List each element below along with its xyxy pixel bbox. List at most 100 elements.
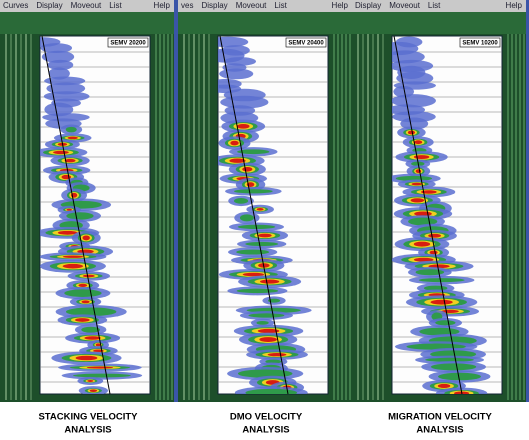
blob-mid: [239, 214, 254, 222]
blob-outer: [218, 36, 249, 48]
blob-core: [64, 158, 76, 163]
blob-core: [86, 366, 114, 369]
blob-core: [95, 343, 101, 347]
menu-item[interactable]: List: [274, 1, 287, 10]
menu-help[interactable]: Help: [332, 1, 349, 10]
analysis-panel: Curves Display Moveout List Help SEMV 20200 ST…: [0, 0, 178, 436]
blob-core: [229, 158, 246, 163]
blob-core: [62, 255, 84, 258]
panel-label: SEMV 10200: [462, 41, 498, 47]
menu-item[interactable]: Display: [355, 1, 381, 10]
blob-outer: [40, 43, 73, 54]
menu-help[interactable]: Help: [506, 1, 523, 10]
blob-mid: [248, 313, 285, 318]
menu-item[interactable]: List: [109, 1, 122, 10]
menu-item[interactable]: Moveout: [389, 1, 420, 10]
blob-mid: [65, 307, 117, 317]
blob-mid: [233, 189, 273, 194]
label-box: [285, 37, 327, 48]
menu-bar: [178, 0, 352, 12]
semblance: [392, 36, 491, 394]
blob-mid: [425, 357, 474, 362]
blob-core: [256, 208, 264, 211]
blob-mid: [72, 373, 131, 378]
blob-mid: [415, 269, 445, 276]
caption: ANALYSIS: [242, 425, 289, 436]
blob-core: [242, 272, 265, 277]
menu-item[interactable]: List: [428, 1, 441, 10]
separator: [174, 0, 178, 402]
header-strip: [0, 12, 174, 34]
velocity-curve: [219, 35, 289, 395]
blob-outer: [392, 94, 436, 108]
blob-core: [428, 233, 442, 238]
blob-outer: [46, 82, 86, 95]
panel-label: SEMV 20200: [110, 41, 146, 47]
blob-core: [66, 208, 72, 211]
blob-core: [437, 383, 451, 389]
blob-outer: [41, 50, 75, 63]
blob-core: [258, 233, 272, 238]
blob-core: [81, 300, 90, 304]
blob-mid: [81, 326, 101, 333]
blob-mid: [245, 241, 279, 247]
menu-help[interactable]: Help: [154, 1, 171, 10]
blob-mid: [236, 249, 270, 255]
blob-core: [267, 353, 287, 357]
blob-outer: [43, 91, 90, 102]
blob-mid: [435, 320, 456, 326]
blob-core: [53, 150, 69, 155]
caption: ANALYSIS: [64, 425, 111, 436]
blob-core: [413, 155, 430, 160]
separator: [526, 0, 529, 402]
header-strip: [178, 12, 352, 34]
blob-core: [230, 140, 239, 146]
blob-outer: [400, 117, 429, 130]
menu-item[interactable]: Moveout: [236, 1, 267, 10]
blob-outer: [396, 71, 434, 85]
blob-core: [257, 328, 280, 334]
blob-core: [82, 274, 95, 278]
blob-core: [413, 241, 431, 247]
blob-core: [62, 263, 84, 269]
blob-mid: [438, 372, 482, 381]
blob-core: [407, 130, 416, 135]
menu-item[interactable]: Curves: [3, 1, 28, 10]
blob-core: [411, 182, 422, 186]
blob-core: [78, 283, 88, 287]
menu-item[interactable]: ves: [181, 1, 193, 10]
blob-core: [82, 235, 90, 241]
menu-item[interactable]: Display: [201, 1, 227, 10]
blob-core: [75, 318, 90, 322]
panel-label: SEMV 20400: [288, 41, 324, 47]
semblance: [218, 36, 312, 394]
blob-core: [429, 250, 438, 255]
velocity-curve: [41, 35, 111, 395]
caption: MIGRATION VELOCITY: [388, 412, 492, 423]
menu-item[interactable]: Display: [36, 1, 62, 10]
caption: DMO VELOCITY: [230, 412, 303, 423]
blob-mid: [65, 126, 77, 133]
velocity-curve: [393, 35, 463, 395]
blob-core: [75, 355, 98, 361]
blob-outer: [219, 68, 254, 80]
blob-core: [410, 198, 425, 203]
blob-mid: [237, 149, 270, 155]
blob-core: [87, 379, 94, 382]
blob-core: [414, 140, 423, 145]
blob-core: [430, 299, 453, 305]
analysis-panel: Display Moveout List Help SEMV 10200 MIGRATIO…: [352, 0, 529, 436]
menu-bar: [0, 0, 174, 12]
blob-core: [67, 136, 78, 140]
blob-mid: [233, 198, 249, 204]
blob-mid: [256, 320, 269, 325]
blob-core: [413, 257, 434, 262]
menu-item[interactable]: Moveout: [71, 1, 102, 10]
blob-mid: [236, 288, 279, 294]
blob-core: [421, 190, 437, 194]
blob-mid: [430, 363, 477, 371]
label-box: [459, 37, 501, 48]
blob-core: [57, 230, 78, 235]
analysis-panel: ves Display Moveout List Help SEMV 20400 DMO V…: [178, 0, 356, 436]
